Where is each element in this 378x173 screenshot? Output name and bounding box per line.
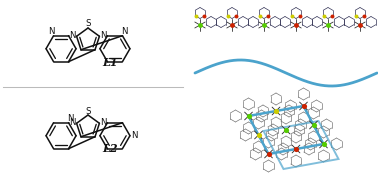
Text: N: N bbox=[131, 131, 138, 140]
Point bbox=[293, 148, 299, 150]
Point bbox=[329, 15, 335, 17]
Point bbox=[353, 15, 359, 17]
Text: N: N bbox=[100, 31, 107, 40]
Point bbox=[265, 15, 271, 17]
Point bbox=[193, 15, 199, 17]
Text: N: N bbox=[48, 27, 54, 36]
Text: L1: L1 bbox=[102, 57, 118, 67]
Point bbox=[233, 15, 239, 17]
Point bbox=[225, 15, 231, 17]
Point bbox=[283, 129, 289, 131]
Point bbox=[256, 134, 262, 136]
Text: N: N bbox=[70, 118, 76, 127]
Point bbox=[261, 24, 267, 26]
Text: N: N bbox=[100, 118, 107, 127]
Point bbox=[357, 24, 363, 26]
Text: S: S bbox=[85, 20, 91, 29]
Text: L2: L2 bbox=[102, 143, 118, 154]
Point bbox=[321, 143, 327, 145]
Point bbox=[301, 105, 307, 107]
Point bbox=[289, 15, 295, 17]
Point bbox=[325, 24, 331, 26]
Point bbox=[245, 115, 251, 117]
Text: N: N bbox=[70, 31, 76, 40]
Point bbox=[257, 15, 263, 17]
Point bbox=[229, 24, 235, 26]
Text: N: N bbox=[121, 27, 128, 36]
Text: S: S bbox=[85, 107, 91, 116]
Point bbox=[201, 15, 207, 17]
Point bbox=[293, 24, 299, 26]
Point bbox=[197, 24, 203, 26]
Point bbox=[297, 15, 303, 17]
Text: N: N bbox=[68, 114, 74, 123]
Point bbox=[310, 124, 316, 126]
Point bbox=[321, 15, 327, 17]
Point bbox=[361, 15, 367, 17]
Point bbox=[273, 110, 279, 112]
Point bbox=[265, 153, 271, 155]
